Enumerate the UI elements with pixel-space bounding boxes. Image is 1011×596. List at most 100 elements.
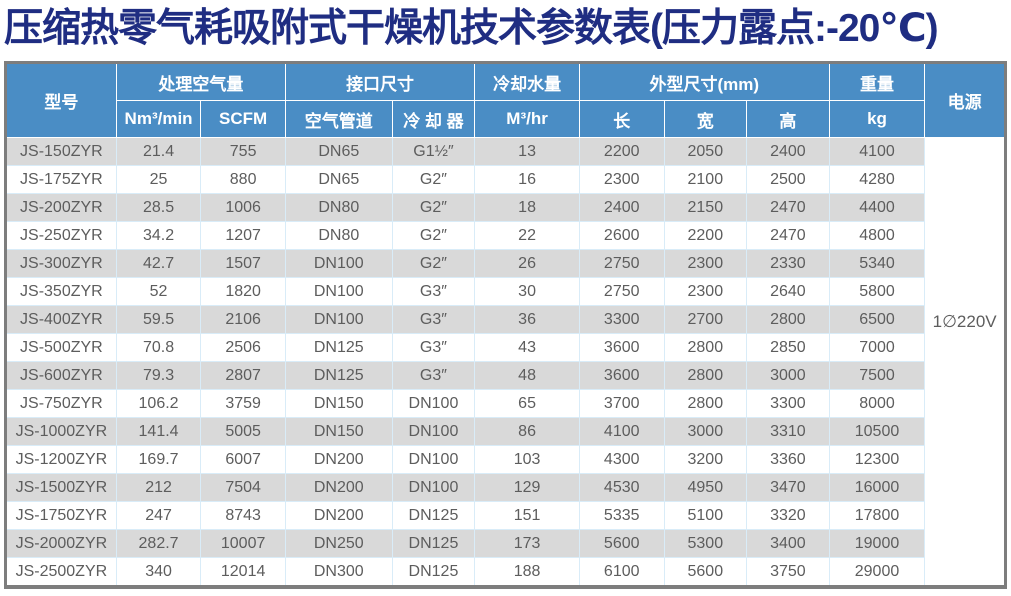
cell-width: 5100 <box>663 501 748 530</box>
cell-model: JS-350ZYR <box>5 277 117 306</box>
cell-height: 2330 <box>746 249 830 278</box>
header-air-pipe: 空气管道 <box>284 100 393 138</box>
cell-length: 2200 <box>578 137 665 166</box>
cell-cooling-water: 103 <box>474 445 580 474</box>
cell-cooling-water: 151 <box>474 501 580 530</box>
cell-nm3min: 59.5 <box>115 305 202 334</box>
cell-length: 3700 <box>578 389 665 418</box>
cell-nm3min: 169.7 <box>115 445 202 474</box>
cell-nm3min: 106.2 <box>115 389 202 418</box>
cell-width: 4950 <box>663 473 748 502</box>
cell-length: 4530 <box>578 473 665 502</box>
cell-nm3min: 52 <box>115 277 202 306</box>
table-row: JS-400ZYR 59.5 2106 DN100 G3″ 36 3300 2700 2800 6… <box>5 305 1006 334</box>
cell-scfm: 2807 <box>200 361 286 390</box>
cell-nm3min: 42.7 <box>115 249 202 278</box>
cell-scfm: 5005 <box>200 417 286 446</box>
header-weight-group: 重量 <box>828 62 926 101</box>
cell-width: 2700 <box>663 305 748 334</box>
cell-weight: 17800 <box>828 501 926 530</box>
cell-cooling-water: 18 <box>474 193 580 222</box>
header-model: 型号 <box>5 62 117 138</box>
cell-model: JS-175ZYR <box>5 165 117 194</box>
table-row: JS-150ZYR 21.4 755 DN65 G1½″ 13 2200 2050 2400 41… <box>5 137 1006 588</box>
cell-height: 2800 <box>746 305 830 334</box>
cell-cooler: DN125 <box>391 557 476 588</box>
cell-model: JS-1500ZYR <box>5 473 117 502</box>
cell-cooling-water: 129 <box>474 473 580 502</box>
cell-length: 6100 <box>578 557 665 588</box>
cell-weight: 7500 <box>828 361 926 390</box>
cell-cooling-water: 48 <box>474 361 580 390</box>
cell-nm3min: 21.4 <box>115 137 202 166</box>
header-power: 电源 <box>924 62 1006 138</box>
cell-scfm: 1207 <box>200 221 286 250</box>
table-header: 型号 处理空气量 接口尺寸 冷却水量 外型尺寸(mm) 重量 电源 Nm³/mi… <box>5 62 1006 138</box>
table-row: JS-1500ZYR 212 7504 DN200 DN100 129 4530 4950 34… <box>5 473 1006 502</box>
table-row: JS-750ZYR 106.2 3759 DN150 DN100 65 3700 2800 33… <box>5 389 1006 418</box>
cell-air-pipe: DN200 <box>284 473 393 502</box>
cell-weight: 8000 <box>828 389 926 418</box>
cell-cooling-water: 16 <box>474 165 580 194</box>
cell-model: JS-150ZYR <box>5 137 117 166</box>
header-row-groups: 型号 处理空气量 接口尺寸 冷却水量 外型尺寸(mm) 重量 电源 <box>5 62 1006 138</box>
cell-nm3min: 340 <box>115 557 202 588</box>
cell-length: 2750 <box>578 277 665 306</box>
cell-air-pipe: DN200 <box>284 445 393 474</box>
cell-scfm: 2106 <box>200 305 286 334</box>
cell-scfm: 1820 <box>200 277 286 306</box>
cell-nm3min: 79.3 <box>115 361 202 390</box>
cell-model: JS-400ZYR <box>5 305 117 334</box>
cell-cooling-water: 22 <box>474 221 580 250</box>
cell-air-pipe: DN100 <box>284 305 393 334</box>
header-width: 宽 <box>663 100 748 138</box>
cell-air-pipe: DN150 <box>284 417 393 446</box>
cell-air-pipe: DN80 <box>284 221 393 250</box>
cell-cooler: G2″ <box>391 249 476 278</box>
cell-nm3min: 212 <box>115 473 202 502</box>
cell-height: 3750 <box>746 557 830 588</box>
cell-scfm: 880 <box>200 165 286 194</box>
header-cooler: 冷 却 器 <box>391 100 476 138</box>
cell-width: 2200 <box>663 221 748 250</box>
cell-weight: 5800 <box>828 277 926 306</box>
cell-length: 4100 <box>578 417 665 446</box>
cell-nm3min: 247 <box>115 501 202 530</box>
cell-height: 2400 <box>746 137 830 166</box>
cell-cooling-water: 26 <box>474 249 580 278</box>
cell-height: 3360 <box>746 445 830 474</box>
header-interface-group: 接口尺寸 <box>284 62 476 101</box>
cell-cooler: G2″ <box>391 221 476 250</box>
cell-width: 2150 <box>663 193 748 222</box>
table-row: JS-2000ZYR 282.7 10007 DN250 DN125 173 5600 530… <box>5 529 1006 558</box>
cell-cooler: DN100 <box>391 417 476 446</box>
cell-model: JS-1000ZYR <box>5 417 117 446</box>
cell-weight: 4800 <box>828 221 926 250</box>
cell-width: 2800 <box>663 361 748 390</box>
cell-air-pipe: DN300 <box>284 557 393 588</box>
cell-length: 3600 <box>578 333 665 362</box>
cell-nm3min: 141.4 <box>115 417 202 446</box>
table-row: JS-350ZYR 52 1820 DN100 G3″ 30 2750 2300 2640 580… <box>5 277 1006 306</box>
table-row: JS-1750ZYR 247 8743 DN200 DN125 151 5335 5100 33… <box>5 501 1006 530</box>
cell-cooling-water: 65 <box>474 389 580 418</box>
cell-scfm: 10007 <box>200 529 286 558</box>
cell-length: 3300 <box>578 305 665 334</box>
cell-weight: 12300 <box>828 445 926 474</box>
cell-length: 3600 <box>578 361 665 390</box>
cell-height: 3320 <box>746 501 830 530</box>
power-value-cell: 1∅220V <box>924 137 1006 588</box>
cell-scfm: 755 <box>200 137 286 166</box>
cell-width: 3200 <box>663 445 748 474</box>
cell-weight: 29000 <box>828 557 926 588</box>
header-air-volume-group: 处理空气量 <box>115 62 286 101</box>
cell-height: 3000 <box>746 361 830 390</box>
cell-cooler: DN100 <box>391 473 476 502</box>
cell-scfm: 1006 <box>200 193 286 222</box>
cell-height: 2640 <box>746 277 830 306</box>
cell-scfm: 7504 <box>200 473 286 502</box>
cell-height: 3310 <box>746 417 830 446</box>
cell-height: 2500 <box>746 165 830 194</box>
cell-weight: 10500 <box>828 417 926 446</box>
